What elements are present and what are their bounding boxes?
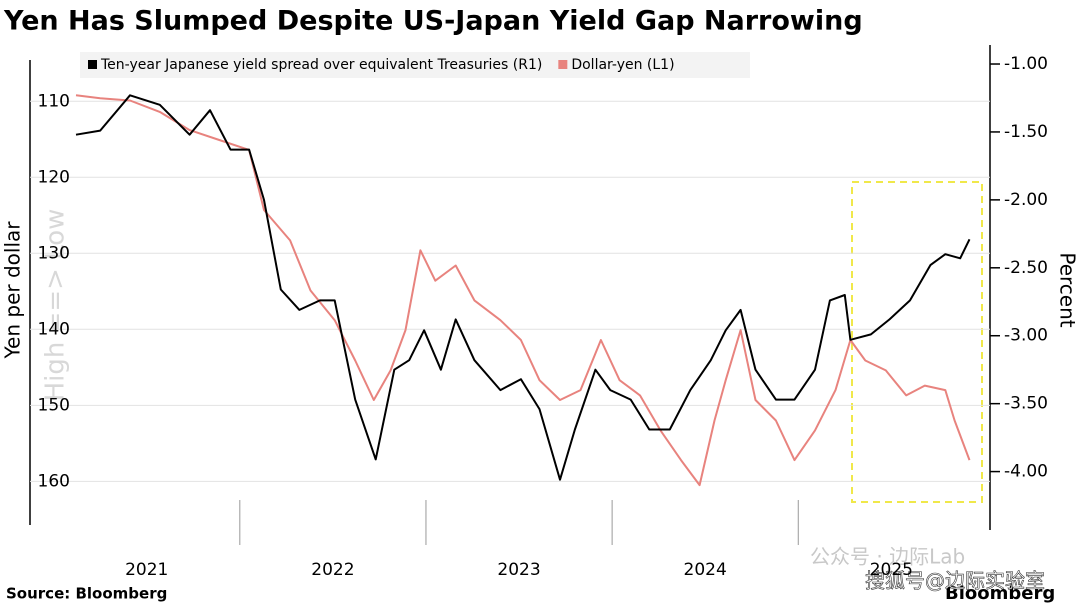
legend-swatch [88,60,97,69]
highlight-box [851,181,983,503]
series-line [75,94,971,481]
y2-tick-label: -3.50 [1004,394,1048,414]
x-tick-label: 2024 [684,560,727,580]
legend-background [80,52,750,78]
y2-tick-label: -2.50 [1004,258,1048,278]
y2-tick-label: -3.00 [1004,326,1048,346]
source: Source: Bloomberg [6,585,167,603]
series-line [75,94,971,487]
x-tick-label: 2023 [497,560,540,580]
logo: Bloomberg [945,583,1055,604]
y-axis-label: Yen per dollar [1,221,25,360]
y2-axis-label: Percent [1056,252,1080,327]
watermark: 搜狐号@边际实验室 [865,569,1045,593]
y-tick-label: 110 [38,91,70,111]
x-tick-label: 2025 [870,560,913,580]
y2-tick-label: -1.50 [1004,122,1048,142]
legend-label: Ten-year Japanese yield spread over equi… [100,57,542,73]
watermark: 公众号 · 边际Lab [810,545,965,569]
y2-tick-label: -1.00 [1004,54,1048,74]
annotation: High ==> Low [41,209,71,402]
legend: Ten-year Japanese yield spread over equi… [80,52,750,78]
y-tick-label: 150 [38,395,70,415]
legend-swatch [558,60,568,69]
y2-tick-label: -4.00 [1004,462,1048,482]
x-tick-label: 2021 [125,560,168,580]
legend-label: Dollar-yen (L1) [571,57,674,73]
y-tick-label: 140 [38,319,70,339]
y2-tick-label: -2.00 [1004,190,1048,210]
y-tick-label: 160 [38,471,70,491]
x-tick-label: 2022 [311,560,354,580]
chart-title: Yen Has Slumped Despite US-Japan Yield G… [3,6,863,37]
y-tick-label: 130 [38,243,70,263]
y-tick-label: 120 [38,167,70,187]
